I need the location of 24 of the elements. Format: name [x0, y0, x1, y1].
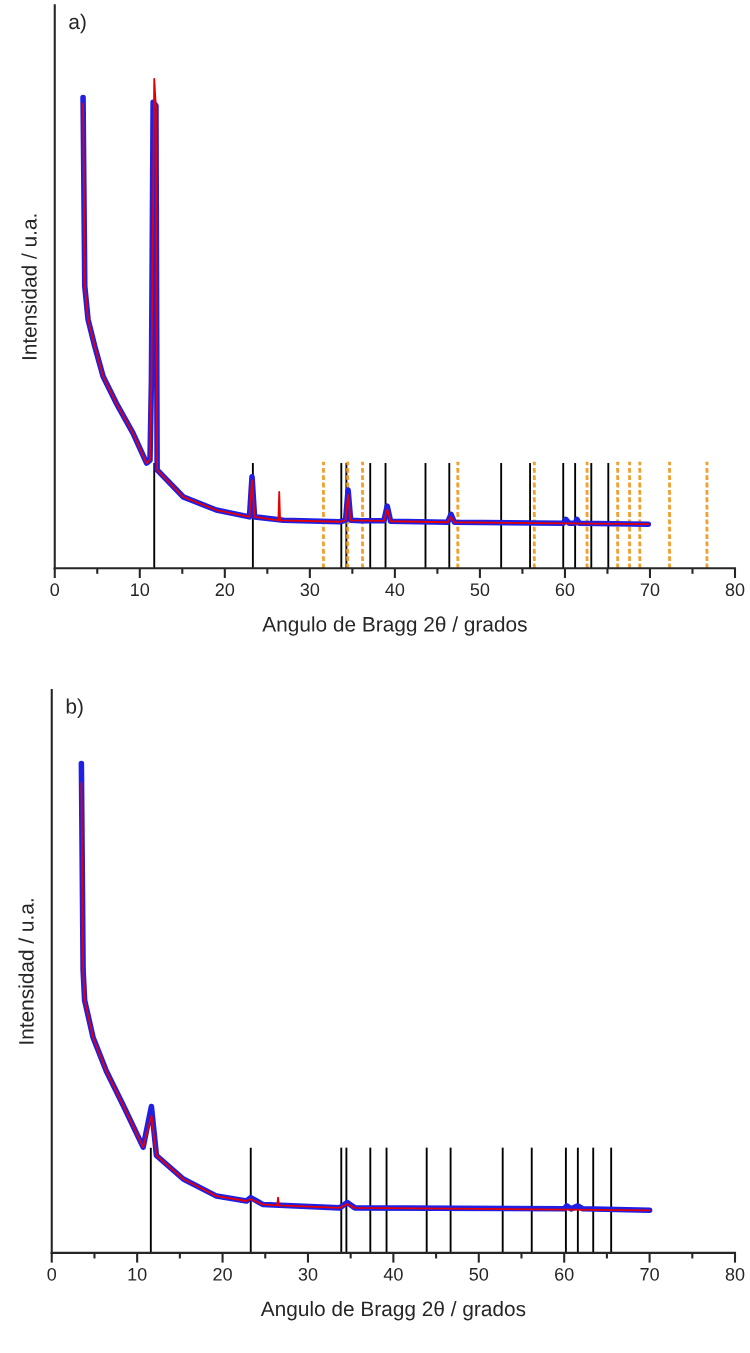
x-tick-label: 30	[300, 583, 320, 597]
x-tick-label: 70	[640, 1267, 659, 1281]
x-axis-title: Angulo de Bragg 2θ / grados	[260, 1300, 526, 1321]
x-tick-label: 50	[469, 1267, 489, 1281]
y-axis-title: Intensidad / u.a.	[21, 214, 37, 360]
y-axis-title: Intensidad / u.a.	[18, 899, 34, 1044]
x-tick-label: 60	[555, 1267, 574, 1281]
x-tick-label: 60	[555, 583, 575, 597]
x-tick-label: 40	[383, 1267, 403, 1281]
x-tick-label: 70	[640, 583, 660, 597]
x-axis-title: Angulo de Bragg 2θ / grados	[262, 616, 527, 636]
x-tick-label: 10	[128, 1267, 147, 1281]
x-tick-label: 80	[725, 1267, 745, 1281]
x-tick-label: 50	[470, 583, 490, 597]
x-tick-label: 40	[385, 583, 405, 597]
chart-title: a)	[69, 13, 86, 34]
x-tick-label: 0	[50, 583, 60, 597]
x-tick-label: 20	[215, 583, 235, 597]
chart-title: b)	[66, 698, 83, 718]
x-tick-label: 20	[213, 1267, 232, 1281]
x-tick-label: 80	[725, 583, 745, 597]
x-tick-label: 0	[47, 1267, 57, 1281]
x-tick-label: 30	[298, 1267, 318, 1281]
x-tick-label: 10	[131, 583, 150, 597]
